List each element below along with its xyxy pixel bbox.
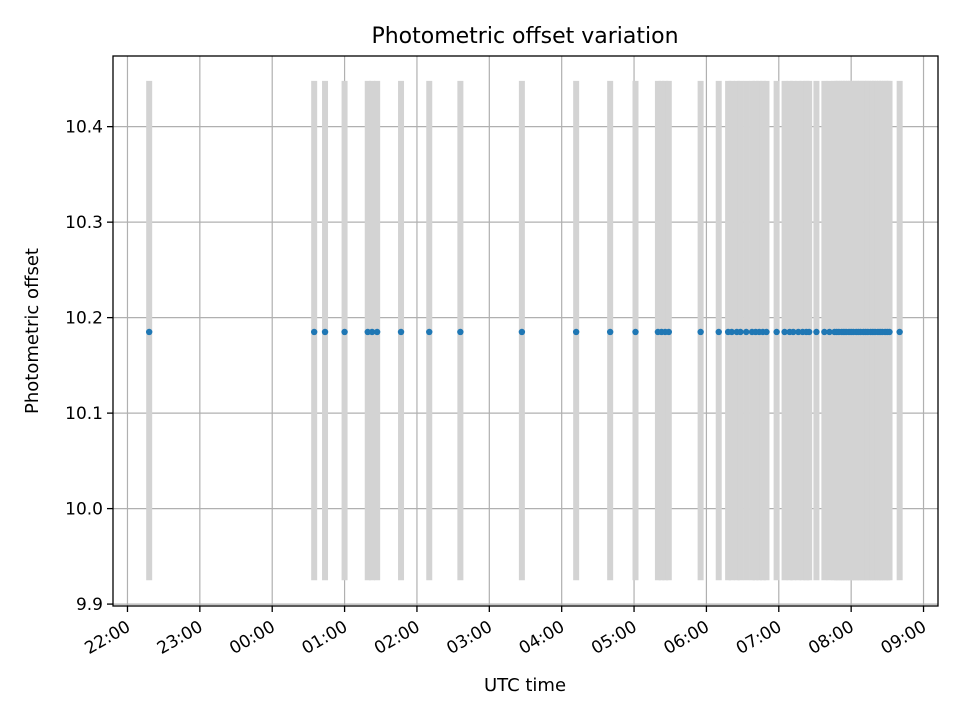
- x-tick-label: 23:00: [154, 617, 206, 659]
- data-point: [826, 328, 833, 336]
- x-tick-label: 02:00: [371, 617, 423, 659]
- x-tick-label: 06:00: [660, 617, 712, 659]
- y-tick-label: 10.0: [65, 500, 103, 520]
- y-tick-label: 10.1: [65, 404, 103, 424]
- data-points: [145, 328, 903, 336]
- y-tick-label: 10.3: [65, 213, 103, 233]
- data-point: [715, 328, 722, 336]
- x-tick-label: 09:00: [878, 617, 930, 659]
- data-point: [368, 328, 376, 336]
- x-tick-label: 08:00: [805, 617, 857, 659]
- data-point: [518, 328, 526, 336]
- data-point: [728, 328, 735, 336]
- data-point: [737, 328, 744, 336]
- data-point: [773, 328, 780, 336]
- data-point: [145, 328, 153, 336]
- x-tick-label: 05:00: [588, 617, 640, 659]
- x-tick-label: 04:00: [516, 617, 568, 659]
- data-point: [821, 328, 828, 336]
- y-axis-label: Photometric offset: [22, 248, 43, 414]
- data-point: [632, 328, 639, 336]
- y-axis-ticks: 9.9 10.0 10.1 10.2 10.3 10.4: [65, 118, 113, 615]
- y-tick-label: 9.9: [76, 595, 103, 615]
- x-tick-label: 03:00: [443, 617, 495, 659]
- data-point: [886, 328, 893, 336]
- data-point: [813, 328, 820, 336]
- plot-frame: [112, 55, 939, 607]
- data-point: [397, 328, 405, 336]
- data-point: [606, 328, 614, 336]
- y-tick-label: 10.2: [65, 309, 103, 329]
- y-tick-label: 10.4: [65, 118, 103, 138]
- data-point: [457, 328, 464, 336]
- data-point: [743, 328, 750, 336]
- x-tick-label: 00:00: [226, 617, 278, 659]
- data-point: [896, 328, 903, 336]
- data-point: [665, 328, 672, 336]
- data-point: [572, 328, 580, 336]
- chart-title: Photometric offset variation: [371, 24, 678, 49]
- x-tick-label: 07:00: [733, 617, 785, 659]
- data-point: [426, 328, 433, 336]
- data-point: [341, 328, 348, 336]
- data-point: [763, 328, 770, 336]
- x-tick-label: 01:00: [299, 617, 351, 659]
- x-axis-label: UTC time: [484, 675, 566, 696]
- data-point: [321, 328, 329, 336]
- data-point: [805, 328, 813, 336]
- data-point: [790, 328, 797, 336]
- data-point: [373, 328, 381, 336]
- x-axis-ticks: 22:00 23:00 00:00 01:00 02:00 03:00 04:00 05:00…: [82, 606, 930, 659]
- data-point: [781, 328, 788, 336]
- x-tick-label: 22:00: [82, 617, 134, 659]
- data-point: [310, 328, 318, 336]
- data-point: [697, 328, 704, 336]
